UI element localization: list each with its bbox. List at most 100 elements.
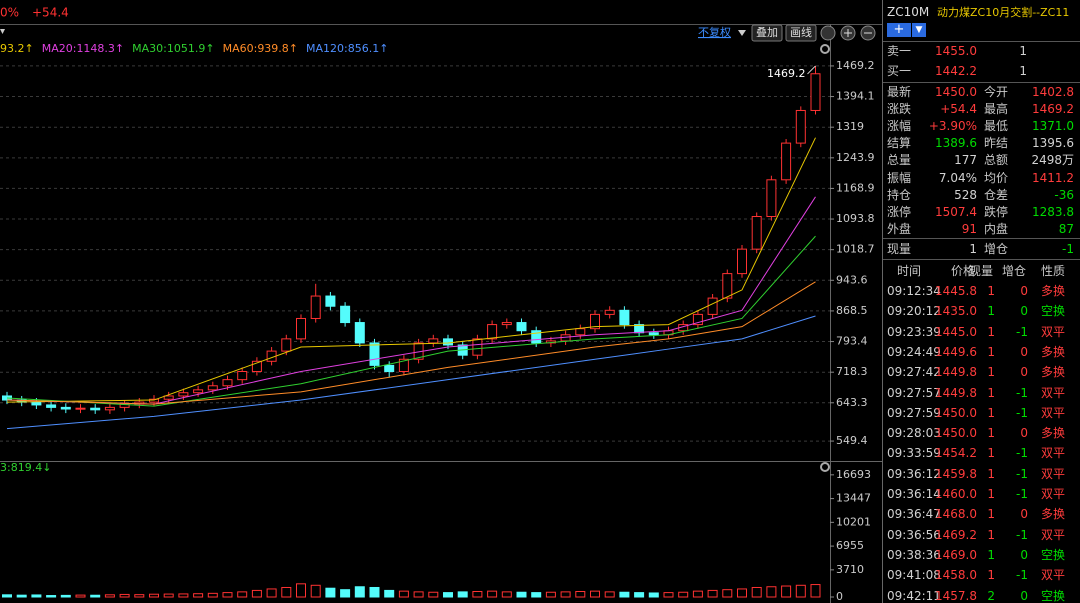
legend-entry: MA30:1051.9↑ xyxy=(132,42,214,55)
stat-label: 涨停 xyxy=(887,204,912,219)
trade-volume: 1 xyxy=(987,324,995,339)
volume-bar xyxy=(207,592,218,598)
volume-bar xyxy=(560,591,571,598)
candle-body xyxy=(737,248,747,275)
candle-body xyxy=(369,342,380,366)
volume-bar xyxy=(766,586,777,598)
trade-type: 空换 xyxy=(1041,304,1066,319)
trade-time: 09:41:08 xyxy=(887,568,941,583)
refresh-button[interactable] xyxy=(820,25,836,41)
candle-body xyxy=(384,364,395,372)
candle-body xyxy=(340,305,351,324)
add-button[interactable]: + xyxy=(887,23,911,37)
candle-body xyxy=(692,313,703,326)
trade-oi-change: 0 xyxy=(1020,588,1028,603)
stat-value: 87 xyxy=(1058,221,1074,236)
legend-entry: MA60:939.8↑ xyxy=(223,42,298,55)
stat-label: 现量 xyxy=(887,242,912,256)
adjust-button[interactable]: 不复权 xyxy=(698,25,731,39)
y-tick-label: 1018.7 xyxy=(836,243,875,256)
stat-label: 持仓 xyxy=(887,187,912,202)
candle-body xyxy=(590,313,600,330)
book-label: 卖一 xyxy=(887,44,912,58)
menu-button[interactable]: ▼ xyxy=(912,23,926,37)
volume-bar xyxy=(428,591,439,598)
change: +54.4 xyxy=(32,6,69,20)
volume-bar xyxy=(443,592,453,598)
candle-body xyxy=(575,328,586,336)
candle-body xyxy=(207,385,218,391)
dropdown-icon[interactable] xyxy=(738,30,746,36)
trade-price: 1435.0 xyxy=(935,304,977,319)
y-tick-label: 1093.8 xyxy=(836,212,875,225)
candle-body xyxy=(46,404,57,408)
candle-body xyxy=(60,406,71,410)
trade-volume: 1 xyxy=(987,385,995,400)
stat-label: 昨结 xyxy=(984,136,1009,151)
stat-value: -36 xyxy=(1054,187,1074,202)
volume-label: 3:819.4↓ xyxy=(0,461,51,474)
candle-body xyxy=(516,322,527,332)
volume-bar xyxy=(222,592,233,598)
volume-bar xyxy=(692,590,703,598)
stat-value: 1283.8 xyxy=(1032,204,1074,219)
trade-oi-change: 0 xyxy=(1020,547,1028,562)
column-header: 性质 xyxy=(1041,264,1066,278)
stat-value: 1402.8 xyxy=(1032,85,1074,99)
trade-time: 09:20:12 xyxy=(887,304,941,319)
volume-tick-label: 10201 xyxy=(836,515,871,528)
volume-bar xyxy=(751,586,762,598)
candle-body xyxy=(251,360,262,372)
candle-body xyxy=(178,392,189,397)
stat-value: 1395.6 xyxy=(1032,136,1074,151)
volume-bar xyxy=(119,593,130,598)
candle-body xyxy=(163,395,174,400)
stat-value: 1 xyxy=(969,242,977,256)
stat-value: 177 xyxy=(954,153,977,168)
candle-body xyxy=(398,358,409,372)
overlay-button[interactable] xyxy=(751,24,783,42)
trade-type: 多换 xyxy=(1041,507,1066,522)
volume-bar xyxy=(810,584,821,598)
trade-time: 09:36:14 xyxy=(887,487,941,501)
trade-price: 1449.8 xyxy=(935,365,977,380)
trade-volume: 1 xyxy=(987,568,995,583)
trade-price: 1469.2 xyxy=(935,527,977,542)
trade-time: 09:27:42 xyxy=(887,365,941,380)
candle-body xyxy=(310,295,321,319)
trade-price: 1450.0 xyxy=(935,426,977,441)
volume-bar xyxy=(487,590,498,598)
volume-bar xyxy=(149,593,159,598)
stat-label: 结算 xyxy=(887,136,912,151)
candle-body xyxy=(487,324,498,340)
volume-bar xyxy=(678,591,689,598)
column-header: 时间 xyxy=(897,264,922,278)
settings-icon[interactable] xyxy=(820,44,830,54)
volume-bar xyxy=(134,594,145,598)
book-volume: 1 xyxy=(1019,44,1027,58)
stat-value: 2498万 xyxy=(1031,153,1074,168)
trade-time: 09:28:03 xyxy=(887,426,941,441)
volume-bar xyxy=(575,591,586,598)
stat-value: +54.4 xyxy=(940,102,977,117)
book-price: 1442.2 xyxy=(935,64,977,78)
trade-type: 空换 xyxy=(1041,547,1066,562)
ma-line xyxy=(6,315,816,430)
volume-bar xyxy=(90,594,101,598)
draw-button[interactable] xyxy=(785,24,817,42)
book-price: 1455.0 xyxy=(935,44,977,58)
column-header: 增仓 xyxy=(1002,264,1027,278)
dropdown-icon[interactable] xyxy=(0,29,5,34)
settings-icon[interactable] xyxy=(820,462,830,472)
candle-body xyxy=(104,406,115,411)
volume-bar xyxy=(795,584,806,598)
stat-label: 总额 xyxy=(984,153,1009,168)
stat-label: 总量 xyxy=(887,153,912,168)
trade-time: 09:12:34 xyxy=(887,284,941,298)
volume-bar xyxy=(384,589,395,598)
trade-volume: 1 xyxy=(987,446,995,461)
stat-value: 1450.0 xyxy=(935,85,977,99)
trade-oi-change: 0 xyxy=(1020,344,1028,359)
trade-oi-change: -1 xyxy=(1016,466,1028,481)
trade-type: 多换 xyxy=(1041,426,1066,441)
